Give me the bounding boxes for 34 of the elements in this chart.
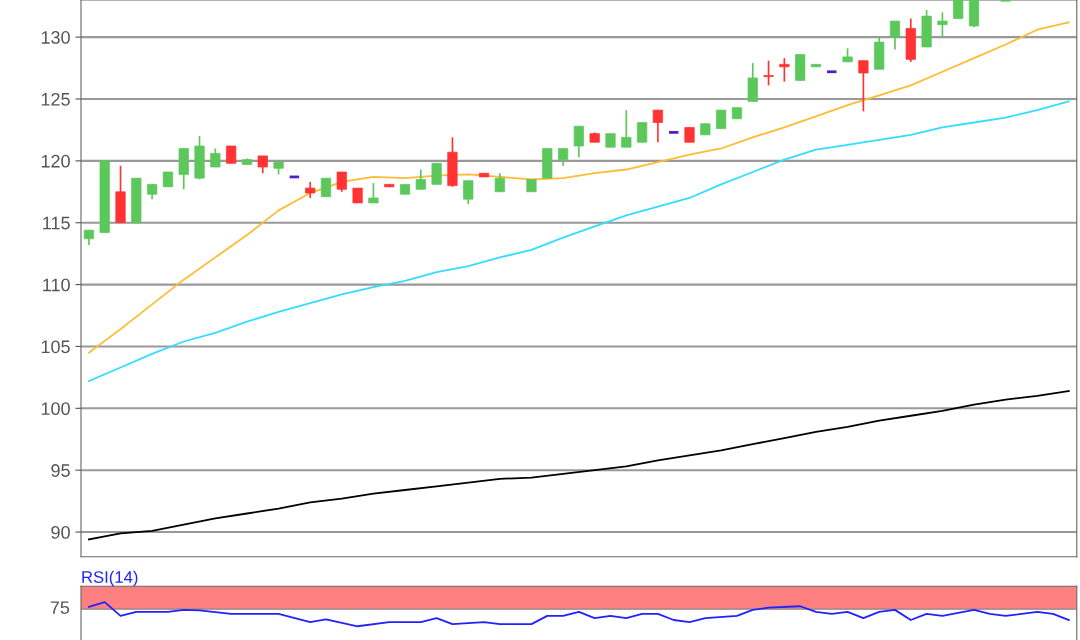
- y-tick-label: 90: [51, 525, 70, 539]
- candlestick: [368, 182, 379, 204]
- candlestick: [953, 0, 964, 20]
- chart-title: RSI(14): [82, 570, 138, 587]
- candlestick: [858, 59, 869, 113]
- candlestick: [320, 177, 332, 198]
- candlestick: [889, 20, 901, 51]
- y-tick-label: 125: [41, 92, 70, 106]
- candlestick: [763, 59, 774, 87]
- line-series: [87, 390, 1070, 541]
- candlestick: [573, 125, 584, 158]
- candlestick: [779, 57, 790, 83]
- candlestick: [652, 109, 663, 144]
- candlestick: [747, 62, 758, 103]
- candlestick: [463, 179, 474, 205]
- y-tick-label: 130: [41, 31, 70, 44]
- candlestick: [637, 121, 648, 144]
- line-series: [87, 21, 1070, 354]
- y-tick-label: 110: [43, 278, 70, 292]
- y-tick-label: 115: [43, 216, 70, 230]
- candlestick: [336, 171, 347, 193]
- line-series: [87, 100, 1070, 383]
- candlestick: [937, 11, 948, 38]
- candlestick: [415, 168, 426, 191]
- candlestick: [494, 172, 505, 193]
- candlestick: [431, 162, 442, 186]
- candlestick: [210, 147, 221, 168]
- text: 75: [50, 601, 70, 614]
- y-tick-label: 95: [51, 464, 70, 477]
- y-tick-label: 120: [41, 154, 70, 168]
- y-tick-label: 105: [41, 340, 70, 354]
- candlestick: [716, 109, 727, 130]
- y-tick-label: 100: [41, 402, 70, 416]
- candlestick: [621, 109, 632, 149]
